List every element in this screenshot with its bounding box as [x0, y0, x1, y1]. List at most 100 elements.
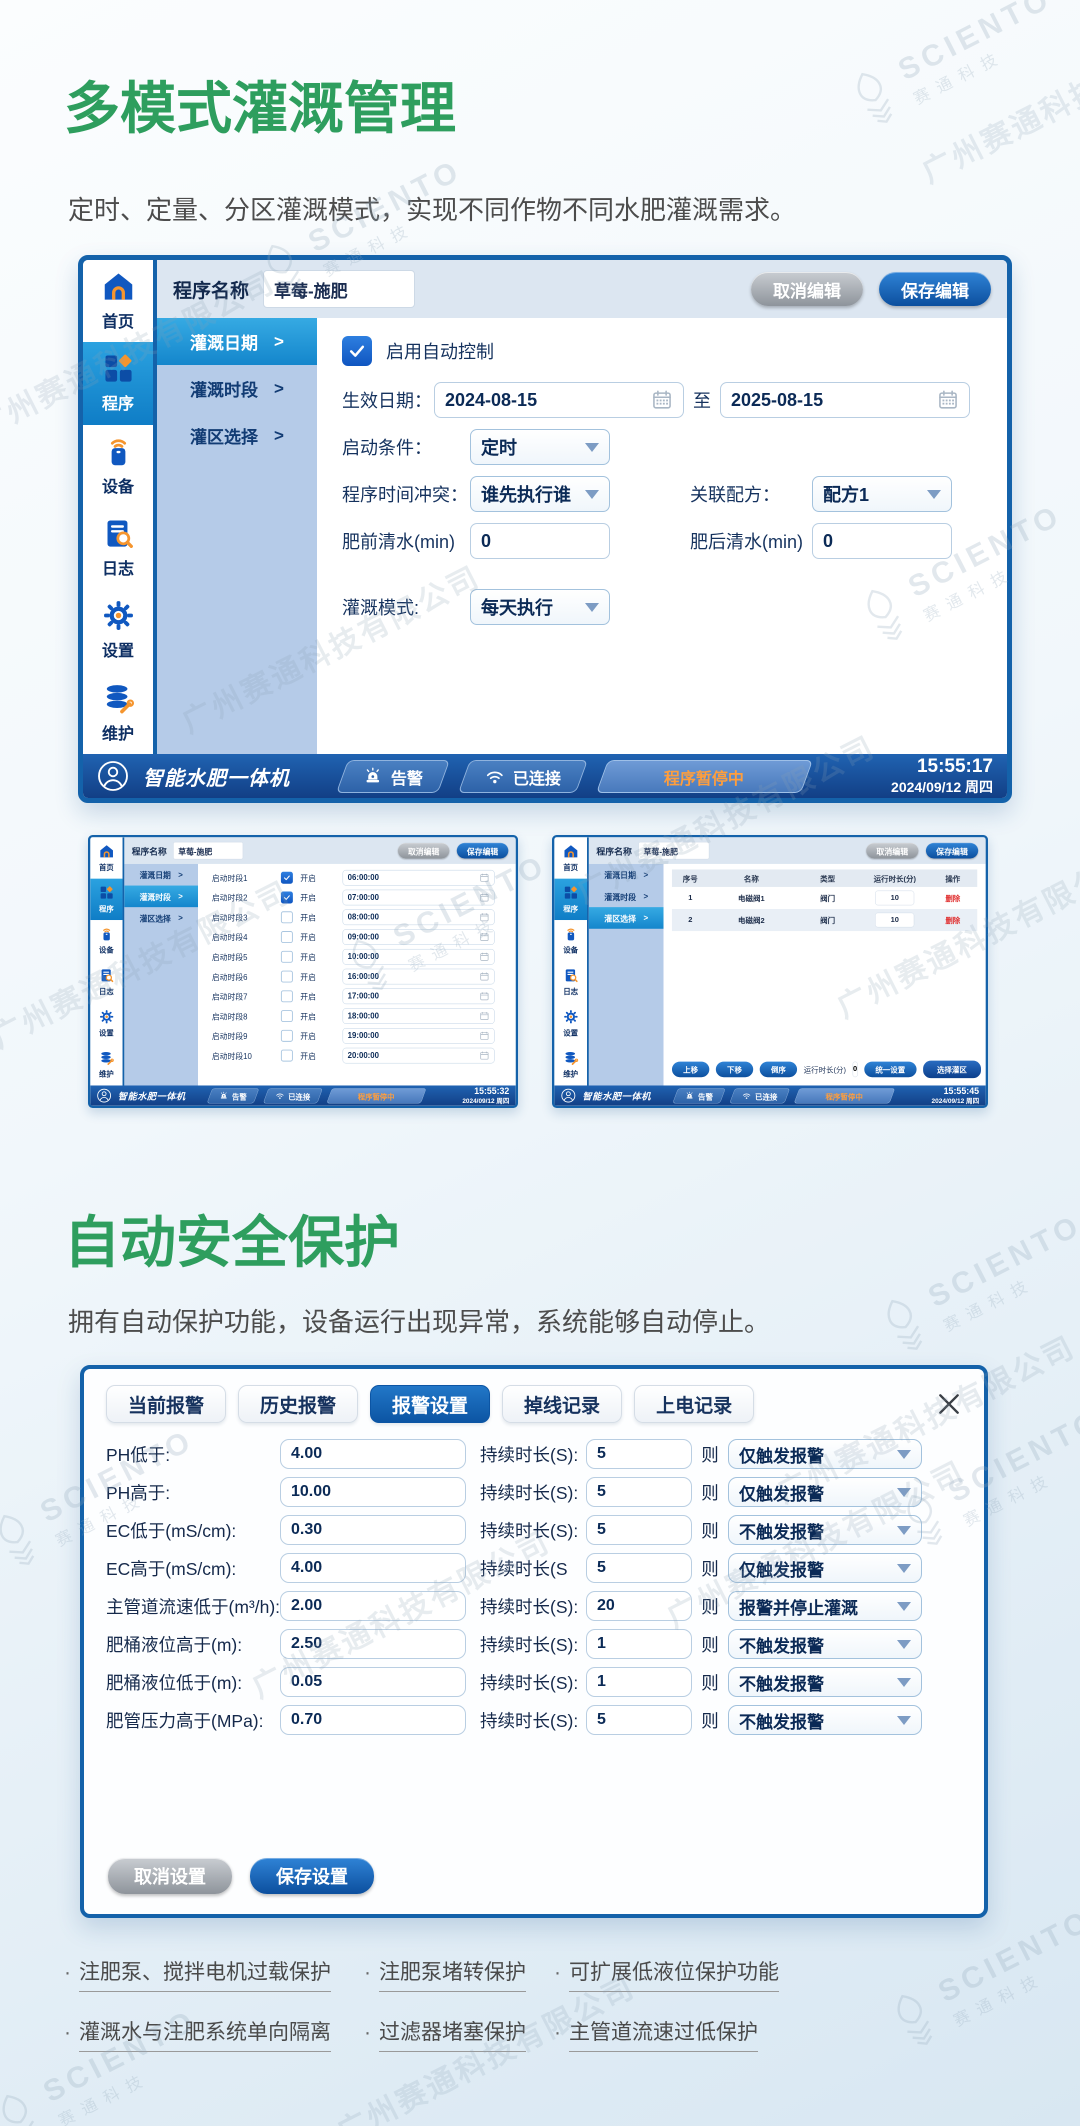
- calendar-icon[interactable]: [479, 872, 489, 882]
- close-icon[interactable]: [936, 1391, 962, 1417]
- auto-control-checkbox[interactable]: [342, 336, 372, 366]
- move-up-button[interactable]: 上移: [671, 1061, 710, 1078]
- program-name-input[interactable]: 草莓-施肥: [263, 270, 416, 308]
- date-from-input[interactable]: 2024-08-15: [434, 382, 684, 418]
- period-checkbox[interactable]: [280, 891, 293, 904]
- sidebar-item-log[interactable]: 日志: [90, 961, 122, 1002]
- subnav-item-irrigation-period[interactable]: 灌溉时段 >: [124, 885, 199, 908]
- calendar-icon[interactable]: [651, 389, 673, 411]
- tab-poweron-records[interactable]: 上电记录: [634, 1385, 755, 1423]
- sidebar-item-log[interactable]: 日志: [83, 507, 153, 589]
- connection-badge[interactable]: 已连接: [262, 1088, 323, 1104]
- period-time-input[interactable]: 08:00:00: [342, 909, 495, 925]
- duration-input[interactable]: 5: [586, 1515, 692, 1545]
- subnav-item-irrigation-date[interactable]: 灌溉日期 >: [124, 864, 198, 886]
- tab-current-alarms[interactable]: 当前报警: [106, 1385, 227, 1423]
- tab-alarm-settings[interactable]: 报警设置: [370, 1385, 491, 1423]
- connection-badge[interactable]: 已连接: [458, 759, 589, 793]
- runtime-input[interactable]: 0: [852, 1061, 858, 1078]
- sidebar-item-log[interactable]: 日志: [554, 961, 587, 1002]
- duration-input[interactable]: 5: [586, 1477, 692, 1507]
- period-time-input[interactable]: 10:00:00: [342, 948, 495, 965]
- calendar-icon[interactable]: [479, 1031, 489, 1041]
- program-name-input[interactable]: 草莓-施肥: [638, 841, 710, 860]
- alarm-badge[interactable]: 告警: [206, 1088, 260, 1104]
- sidebar-item-program[interactable]: 程序: [83, 342, 153, 425]
- threshold-input[interactable]: 2.00: [280, 1591, 466, 1621]
- action-select[interactable]: 仅触发报警: [728, 1477, 922, 1507]
- sidebar-item-device[interactable]: 设备: [90, 920, 122, 961]
- sidebar-item-program[interactable]: 程序: [554, 878, 588, 921]
- connection-badge[interactable]: 已连接: [729, 1088, 791, 1104]
- sidebar-item-home[interactable]: 首页: [83, 260, 153, 342]
- delete-link[interactable]: 删除: [945, 917, 961, 926]
- cancel-settings-button[interactable]: 取消设置: [108, 1858, 232, 1894]
- period-checkbox[interactable]: [280, 1049, 293, 1062]
- user-avatar-icon[interactable]: [97, 760, 129, 792]
- sidebar-item-maintenance[interactable]: 维护: [554, 1044, 587, 1085]
- duration-input[interactable]: 5: [586, 1439, 692, 1469]
- calendar-icon[interactable]: [479, 991, 489, 1001]
- calendar-icon[interactable]: [479, 971, 489, 981]
- period-time-input[interactable]: 16:00:00: [342, 968, 495, 985]
- subnav-item-zone-select[interactable]: 灌区选择 >: [588, 907, 664, 929]
- threshold-input[interactable]: 0.05: [280, 1667, 466, 1697]
- calendar-icon[interactable]: [479, 952, 489, 962]
- threshold-input[interactable]: 0.70: [280, 1705, 466, 1735]
- action-select[interactable]: 仅触发报警: [728, 1553, 922, 1583]
- subnav-item-irrigation-date[interactable]: 灌溉日期 >: [589, 864, 664, 886]
- period-time-input[interactable]: 19:00:00: [342, 1027, 495, 1044]
- sidebar-item-settings[interactable]: 设置: [554, 1003, 587, 1044]
- calendar-icon[interactable]: [479, 912, 489, 922]
- program-paused-badge[interactable]: 程序暂停中: [326, 1088, 427, 1104]
- post-flush-input[interactable]: 0: [812, 523, 952, 559]
- action-select[interactable]: 不触发报警: [728, 1705, 922, 1735]
- duration-input[interactable]: 20: [586, 1591, 692, 1621]
- subnav-item-irrigation-period[interactable]: 灌溉时段 >: [589, 886, 664, 908]
- pre-flush-input[interactable]: 0: [470, 523, 610, 559]
- program-paused-badge[interactable]: 程序暂停中: [793, 1088, 896, 1104]
- subnav-item-zone-select[interactable]: 灌区选择 >: [124, 907, 198, 929]
- calendar-icon[interactable]: [479, 1050, 489, 1060]
- save-edit-button[interactable]: 保存编辑: [879, 272, 991, 306]
- calendar-icon[interactable]: [479, 892, 489, 902]
- calendar-icon[interactable]: [479, 932, 489, 942]
- sidebar-item-home[interactable]: 首页: [554, 837, 587, 878]
- sidebar-item-settings[interactable]: 设置: [83, 589, 153, 671]
- duration-input[interactable]: 1: [586, 1667, 692, 1697]
- sidebar-item-maintenance[interactable]: 维护: [83, 672, 153, 754]
- duration-input[interactable]: 5: [586, 1553, 692, 1583]
- subnav-item-irrigation-date[interactable]: 灌溉日期 >: [157, 318, 317, 365]
- cancel-edit-button[interactable]: 取消编辑: [866, 842, 919, 859]
- sidebar-item-home[interactable]: 首页: [90, 837, 122, 878]
- period-time-input[interactable]: 06:00:00: [342, 869, 495, 886]
- subnav-item-zone-select[interactable]: 灌区选择 >: [157, 412, 317, 459]
- sidebar-item-program[interactable]: 程序: [90, 878, 123, 921]
- unify-settings-button[interactable]: 统一设置: [864, 1061, 917, 1078]
- threshold-input[interactable]: 4.00: [280, 1439, 466, 1469]
- duration-input[interactable]: 10: [875, 890, 915, 906]
- save-edit-button[interactable]: 保存编辑: [456, 842, 509, 859]
- tab-offline-records[interactable]: 掉线记录: [502, 1385, 623, 1423]
- mode-select[interactable]: 每天执行: [470, 589, 610, 625]
- period-checkbox[interactable]: [280, 990, 293, 1003]
- period-checkbox[interactable]: [280, 871, 293, 884]
- period-checkbox[interactable]: [280, 911, 293, 924]
- date-to-input[interactable]: 2025-08-15: [720, 382, 970, 418]
- alarm-badge[interactable]: 告警: [335, 759, 451, 793]
- program-name-input[interactable]: 草莓-施肥: [173, 841, 244, 860]
- save-edit-button[interactable]: 保存编辑: [925, 842, 979, 859]
- reverse-button[interactable]: 倒序: [759, 1061, 798, 1078]
- action-select[interactable]: 报警并停止灌溉: [728, 1591, 922, 1621]
- period-time-input[interactable]: 09:00:00: [342, 928, 495, 945]
- action-select[interactable]: 不触发报警: [728, 1667, 922, 1697]
- period-checkbox[interactable]: [280, 1029, 293, 1042]
- cancel-edit-button[interactable]: 取消编辑: [397, 842, 450, 859]
- period-time-input[interactable]: 07:00:00: [342, 889, 495, 906]
- period-checkbox[interactable]: [280, 970, 293, 983]
- conflict-select[interactable]: 谁先执行谁: [470, 476, 610, 512]
- cancel-edit-button[interactable]: 取消编辑: [751, 272, 863, 306]
- duration-input[interactable]: 10: [875, 912, 915, 928]
- user-avatar-icon[interactable]: [561, 1088, 576, 1103]
- action-select[interactable]: 不触发报警: [728, 1515, 922, 1545]
